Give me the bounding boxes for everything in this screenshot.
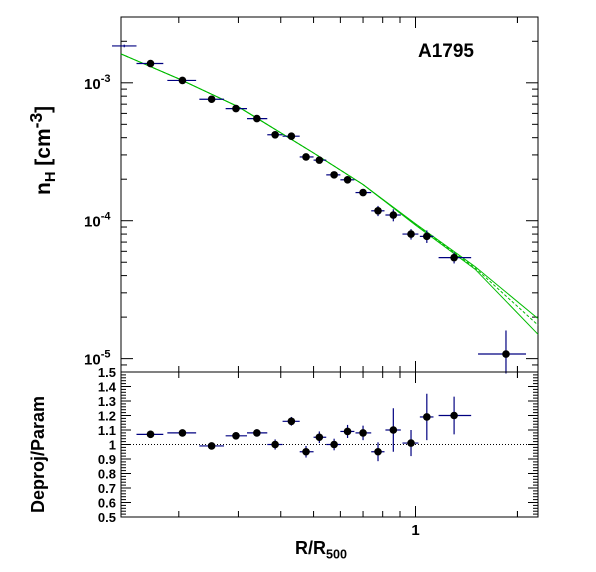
- data-point: [389, 426, 398, 434]
- chart-title: A1795: [418, 41, 474, 62]
- fit-line: [120, 53, 539, 319]
- data-point: [343, 176, 352, 184]
- y-tick-label: 0.9: [98, 452, 116, 467]
- y-tick-label: 1.2: [98, 409, 116, 424]
- data-point: [271, 130, 279, 139]
- y-tick-label: 1: [109, 438, 116, 453]
- bottom-y-axis-label: Deproj/Param: [28, 395, 48, 513]
- x-axis-label: R/R500: [295, 538, 348, 562]
- data-point: [389, 211, 398, 219]
- data-point: [374, 207, 382, 215]
- y-tick-label: 0.8: [98, 467, 116, 482]
- data-point: [287, 417, 296, 426]
- data-point: [423, 413, 431, 421]
- y-tick-label: 10-4: [84, 211, 111, 231]
- data-point: [207, 442, 216, 450]
- fit-line: [120, 53, 539, 335]
- top-panel: 10-3 10-4 10-5: [84, 16, 539, 374]
- y-tick-label: 10-5: [84, 349, 110, 369]
- y-tick-label: 0.6: [98, 496, 116, 511]
- data-point: [178, 429, 187, 437]
- data-point: [359, 188, 367, 197]
- y-tick-label: 1.3: [98, 394, 116, 409]
- data-point: [343, 427, 352, 436]
- x-tick-label: 1: [411, 522, 419, 539]
- y-tick-label: 1.1: [98, 423, 116, 438]
- data-point: [450, 253, 458, 262]
- y-tick-label: 10-3: [84, 73, 110, 93]
- data-point: [178, 76, 187, 85]
- y-tick-label: 1.4: [98, 380, 117, 395]
- data-point: [407, 230, 415, 238]
- data-point: [232, 432, 240, 440]
- bottom-panel: 0.50.60.70.80.911.11.21.31.41.51: [98, 365, 539, 539]
- top-y-axis-label: nH [cm-3]: [26, 105, 60, 195]
- y-tick-label: 0.7: [98, 481, 116, 496]
- data-point: [146, 59, 155, 68]
- data-point: [315, 433, 324, 442]
- data-point: [302, 447, 310, 456]
- data-point: [423, 232, 431, 241]
- data-point: [374, 447, 382, 456]
- data-point: [207, 95, 216, 104]
- fit-line: [120, 53, 539, 326]
- data-point: [271, 440, 279, 449]
- data-point: [359, 429, 367, 437]
- data-point: [253, 114, 261, 123]
- data-point: [315, 156, 324, 164]
- data-point: [330, 171, 338, 179]
- data-point: [502, 350, 510, 358]
- y-tick-label: 0.5: [98, 510, 116, 525]
- data-point: [232, 104, 240, 113]
- top-plot-frame: [120, 16, 539, 373]
- data-point: [302, 153, 310, 161]
- data-point: [253, 429, 261, 437]
- data-point: [407, 439, 415, 447]
- data-point: [450, 411, 458, 420]
- data-point: [330, 440, 338, 449]
- y-tick-label: 1.5: [98, 365, 116, 380]
- data-point: [287, 132, 296, 141]
- data-point: [146, 430, 155, 439]
